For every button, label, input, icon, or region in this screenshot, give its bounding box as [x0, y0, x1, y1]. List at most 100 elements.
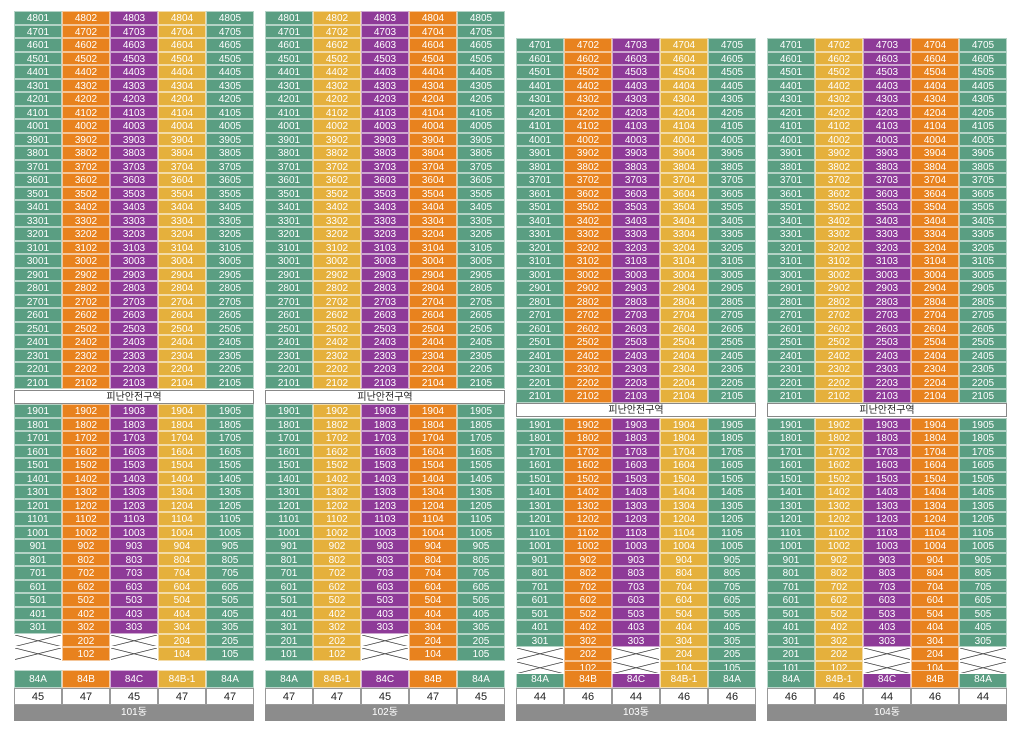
- unit-cell: 505: [206, 593, 254, 607]
- unit-cell: 1405: [457, 471, 505, 485]
- unit-cell: 4202: [62, 92, 110, 106]
- unit-cell: 3003: [612, 267, 660, 281]
- unit-cell: 3702: [815, 173, 863, 187]
- unit-cell: 3505: [708, 200, 756, 214]
- unit-cell: 1704: [660, 444, 708, 458]
- unit-cell: 104: [409, 647, 457, 661]
- unit-cell: 1003: [361, 525, 409, 539]
- unit-cell: 4702: [815, 38, 863, 52]
- unit-cell: 3104: [158, 240, 206, 254]
- unit-cell: 2701: [767, 308, 815, 322]
- unit-cell: 2503: [612, 335, 660, 349]
- unit-cell: 2204: [911, 375, 959, 389]
- unit-cell: 1203: [110, 498, 158, 512]
- unit-cell: 503: [863, 606, 911, 620]
- unit-cell: 904: [911, 552, 959, 566]
- unit-cell: 3904: [660, 146, 708, 160]
- unit-cell: 1403: [863, 485, 911, 499]
- unit-cell: 1002: [564, 539, 612, 553]
- unit-cell: 3001: [516, 267, 564, 281]
- unit-cell: 1805: [959, 431, 1007, 445]
- unit-grid: 4801 4802 4803 4804 4805 4701 4702 4703 4704 4705…: [14, 11, 254, 389]
- unit-cell: 1105: [959, 525, 1007, 539]
- unit-cell: 1702: [815, 444, 863, 458]
- unit-cell: 3603: [361, 173, 409, 187]
- unit-cell: 1301: [767, 498, 815, 512]
- void-unit: [863, 647, 911, 661]
- unit-cell: 3104: [409, 240, 457, 254]
- unit-cell: 1702: [564, 444, 612, 458]
- unit-cell: 202: [313, 633, 361, 647]
- unit-cell: 3302: [313, 213, 361, 227]
- unit-cell: 3504: [158, 186, 206, 200]
- unit-cell: 4502: [62, 51, 110, 65]
- unit-cell: 4703: [863, 38, 911, 52]
- unit-cell: 2504: [911, 335, 959, 349]
- unit-cell: 3303: [612, 227, 660, 241]
- unit-cell: 4202: [564, 105, 612, 119]
- unit-cell: 2903: [612, 281, 660, 295]
- unit-cell: 1703: [361, 431, 409, 445]
- unit-cell: 4001: [265, 119, 313, 133]
- unit-cell: 804: [409, 552, 457, 566]
- unit-cell: 1902: [564, 417, 612, 431]
- unit-cell: 3505: [206, 186, 254, 200]
- unit-cell: 4605: [206, 38, 254, 52]
- unit-cell: 3105: [206, 240, 254, 254]
- unit-cell: 1205: [959, 512, 1007, 526]
- unit-cell: 3101: [265, 240, 313, 254]
- unit-cell: 2903: [110, 267, 158, 281]
- unit-cell: 3402: [564, 213, 612, 227]
- unit-cell: 205: [457, 633, 505, 647]
- unit-cell: 2603: [863, 321, 911, 335]
- unit-cell: 2204: [660, 375, 708, 389]
- unit-cell: 801: [14, 552, 62, 566]
- unit-cell: 3101: [14, 240, 62, 254]
- unit-cell: 4204: [911, 105, 959, 119]
- unit-cell: 2604: [158, 308, 206, 322]
- unit-cell: 3102: [62, 240, 110, 254]
- unit-cell: 3701: [265, 159, 313, 173]
- unit-cell: 3005: [206, 254, 254, 268]
- unit-cell: 704: [158, 566, 206, 580]
- unit-cell: 1405: [959, 485, 1007, 499]
- unit-cell: 4703: [612, 38, 660, 52]
- unit-cell: 1703: [863, 444, 911, 458]
- unit-cell: 2202: [815, 375, 863, 389]
- unit-cell: 3805: [959, 159, 1007, 173]
- unit-cell: 3401: [14, 200, 62, 214]
- unit-cell: 3105: [457, 240, 505, 254]
- unit-cell: 2204: [409, 362, 457, 376]
- unit-cell: 105: [206, 647, 254, 661]
- unit-cell: 1103: [612, 525, 660, 539]
- unit-count-row: 47 47 45 47 45: [265, 688, 505, 705]
- unit-cell: 3205: [457, 227, 505, 241]
- unit-cell: 2805: [708, 294, 756, 308]
- unit-cell: 1403: [110, 471, 158, 485]
- unit-cell: 1002: [62, 525, 110, 539]
- unit-cell: 4403: [863, 78, 911, 92]
- unit-cell: 4101: [516, 119, 564, 133]
- unit-cell: 3604: [660, 186, 708, 200]
- unit-type-label: 84A: [767, 670, 815, 688]
- unit-cell: 3802: [815, 159, 863, 173]
- unit-cell: 1703: [612, 444, 660, 458]
- unit-cell: 3205: [708, 240, 756, 254]
- unit-cell: 3105: [959, 254, 1007, 268]
- unit-type-row: 84A 84B 84C 84B-1 84A: [14, 670, 254, 688]
- building-name-label: 103동: [516, 705, 756, 721]
- unit-cell: 901: [265, 539, 313, 553]
- unit-cell: 4504: [660, 65, 708, 79]
- unit-cell: 4501: [14, 51, 62, 65]
- unit-cell: 1205: [457, 498, 505, 512]
- unit-cell: 1302: [313, 485, 361, 499]
- unit-cell: 2205: [959, 375, 1007, 389]
- unit-cell: 902: [62, 539, 110, 553]
- unit-cell: 703: [110, 566, 158, 580]
- unit-cell: 2304: [660, 362, 708, 376]
- unit-cell: 3401: [767, 213, 815, 227]
- unit-cell: 2305: [206, 348, 254, 362]
- unit-cell: 4805: [457, 11, 505, 25]
- unit-cell: 1005: [457, 525, 505, 539]
- unit-cell: 2601: [767, 321, 815, 335]
